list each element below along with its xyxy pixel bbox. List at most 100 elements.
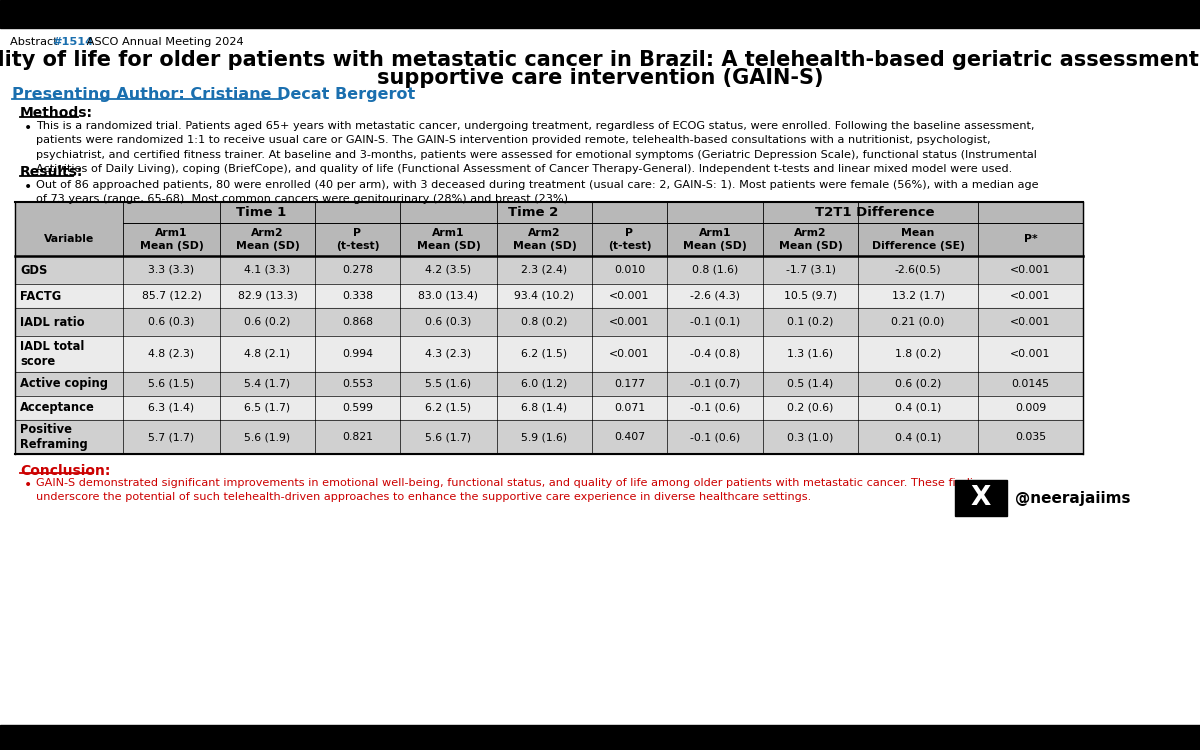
Text: Active coping: Active coping (20, 377, 108, 391)
Text: T2T1 Difference: T2T1 Difference (815, 206, 935, 219)
Bar (14, 202, 1084, 223)
Text: 4.8 (2.1): 4.8 (2.1) (245, 349, 290, 359)
Text: FACTG: FACTG (20, 290, 61, 302)
Text: GDS: GDS (20, 263, 47, 277)
Text: Arm2
Mean (SD): Arm2 Mean (SD) (512, 228, 576, 251)
Text: 4.3 (2.3): 4.3 (2.3) (426, 349, 472, 359)
Text: <0.001: <0.001 (610, 317, 649, 327)
Text: 10.5 (9.7): 10.5 (9.7) (784, 291, 838, 301)
Text: Arm1
Mean (SD): Arm1 Mean (SD) (139, 228, 203, 251)
Text: Quality of life for older patients with metastatic cancer in Brazil: A telehealt: Quality of life for older patients with … (0, 50, 1200, 70)
Text: P
(t-test): P (t-test) (607, 228, 652, 251)
Text: This is a randomized trial. Patients aged 65+ years with metastatic cancer, unde: This is a randomized trial. Patients age… (36, 121, 1037, 174)
Text: 5.4 (1.7): 5.4 (1.7) (245, 379, 290, 389)
Text: 1.3 (1.6): 1.3 (1.6) (787, 349, 834, 359)
Text: -2.6(0.5): -2.6(0.5) (895, 265, 941, 275)
Text: 0.8 (0.2): 0.8 (0.2) (521, 317, 568, 327)
Text: 0.8 (1.6): 0.8 (1.6) (692, 265, 738, 275)
Text: Conclusion:: Conclusion: (20, 464, 110, 478)
Text: Acceptance: Acceptance (20, 401, 95, 415)
Text: •: • (24, 478, 32, 492)
Text: 0.6 (0.2): 0.6 (0.2) (245, 317, 290, 327)
Bar (14, 420, 1084, 454)
Text: 85.7 (12.2): 85.7 (12.2) (142, 291, 202, 301)
Text: Mean
Difference (SE): Mean Difference (SE) (871, 228, 965, 251)
Text: Abstract: Abstract (10, 37, 61, 47)
Text: 5.5 (1.6): 5.5 (1.6) (426, 379, 472, 389)
Text: 0.009: 0.009 (1015, 403, 1046, 413)
Text: -1.7 (3.1): -1.7 (3.1) (786, 265, 835, 275)
Text: <0.001: <0.001 (1010, 265, 1051, 275)
Text: 6.3 (1.4): 6.3 (1.4) (149, 403, 194, 413)
Text: <0.001: <0.001 (1010, 291, 1051, 301)
Text: Methods:: Methods: (20, 106, 94, 120)
Text: 5.6 (1.9): 5.6 (1.9) (245, 432, 290, 442)
Text: ASCO Annual Meeting 2024: ASCO Annual Meeting 2024 (83, 37, 244, 47)
Text: 3.3 (3.3): 3.3 (3.3) (149, 265, 194, 275)
Text: 0.071: 0.071 (614, 403, 646, 413)
Text: 0.4 (0.1): 0.4 (0.1) (895, 403, 941, 413)
Text: supportive care intervention (GAIN-S): supportive care intervention (GAIN-S) (377, 68, 823, 88)
Bar (0, 0, 1200, 28)
Text: @neerajaiims: @neerajaiims (1015, 490, 1130, 506)
Text: -0.1 (0.1): -0.1 (0.1) (690, 317, 740, 327)
Text: 0.035: 0.035 (1015, 432, 1046, 442)
Text: Results:: Results: (20, 165, 83, 179)
Bar (14, 308, 1084, 336)
Text: 0.994: 0.994 (342, 349, 373, 359)
Bar (0, 725, 1200, 750)
Text: Time 1: Time 1 (236, 206, 287, 219)
Text: 0.6 (0.3): 0.6 (0.3) (149, 317, 194, 327)
Bar (14, 396, 1084, 420)
Text: X: X (971, 485, 991, 511)
Text: 0.6 (0.3): 0.6 (0.3) (425, 317, 472, 327)
Text: 0.010: 0.010 (614, 265, 646, 275)
Text: Out of 86 approached patients, 80 were enrolled (40 per arm), with 3 deceased du: Out of 86 approached patients, 80 were e… (36, 180, 1039, 205)
Text: -0.1 (0.6): -0.1 (0.6) (690, 403, 740, 413)
Text: 0.2 (0.6): 0.2 (0.6) (787, 403, 834, 413)
Text: 6.2 (1.5): 6.2 (1.5) (522, 349, 568, 359)
Text: 4.2 (3.5): 4.2 (3.5) (426, 265, 472, 275)
Text: 93.4 (10.2): 93.4 (10.2) (515, 291, 575, 301)
Text: 6.0 (1.2): 6.0 (1.2) (521, 379, 568, 389)
Text: P*: P* (1024, 235, 1037, 244)
Text: Arm2
Mean (SD): Arm2 Mean (SD) (235, 228, 299, 251)
Text: 2.3 (2.4): 2.3 (2.4) (522, 265, 568, 275)
Text: 83.0 (13.4): 83.0 (13.4) (419, 291, 479, 301)
Text: IADL total
score: IADL total score (20, 340, 84, 368)
Text: Variable: Variable (44, 235, 94, 244)
Text: •: • (24, 121, 32, 135)
Text: 0.553: 0.553 (342, 379, 373, 389)
Text: GAIN-S demonstrated significant improvements in emotional well-being, functional: GAIN-S demonstrated significant improvem… (36, 478, 994, 502)
Text: 0.3 (1.0): 0.3 (1.0) (787, 432, 834, 442)
Text: -0.1 (0.6): -0.1 (0.6) (690, 432, 740, 442)
Bar (955, 480, 1007, 516)
Bar (14, 223, 1084, 256)
Text: •: • (24, 180, 32, 194)
Text: -0.4 (0.8): -0.4 (0.8) (690, 349, 740, 359)
Text: 1.8 (0.2): 1.8 (0.2) (895, 349, 941, 359)
Text: 82.9 (13.3): 82.9 (13.3) (238, 291, 298, 301)
Text: 0.1 (0.2): 0.1 (0.2) (787, 317, 834, 327)
Text: Arm1
Mean (SD): Arm1 Mean (SD) (683, 228, 746, 251)
Text: 0.868: 0.868 (342, 317, 373, 327)
Text: 5.6 (1.5): 5.6 (1.5) (149, 379, 194, 389)
Text: 6.8 (1.4): 6.8 (1.4) (522, 403, 568, 413)
Text: <0.001: <0.001 (610, 349, 649, 359)
Text: 0.6 (0.2): 0.6 (0.2) (895, 379, 941, 389)
Text: <0.001: <0.001 (610, 291, 649, 301)
Text: Positive
Reframing: Positive Reframing (20, 423, 88, 451)
Bar (14, 372, 1084, 396)
Text: <0.001: <0.001 (1010, 317, 1051, 327)
Bar (14, 284, 1084, 308)
Text: Arm2
Mean (SD): Arm2 Mean (SD) (779, 228, 842, 251)
Text: 13.2 (1.7): 13.2 (1.7) (892, 291, 944, 301)
Text: 0.278: 0.278 (342, 265, 373, 275)
Text: 0.0145: 0.0145 (1012, 379, 1050, 389)
Text: 0.599: 0.599 (342, 403, 373, 413)
Text: 0.21 (0.0): 0.21 (0.0) (892, 317, 944, 327)
Text: 0.5 (1.4): 0.5 (1.4) (787, 379, 834, 389)
Text: 4.1 (3.3): 4.1 (3.3) (245, 265, 290, 275)
Text: IADL ratio: IADL ratio (20, 316, 85, 328)
Text: 5.6 (1.7): 5.6 (1.7) (426, 432, 472, 442)
